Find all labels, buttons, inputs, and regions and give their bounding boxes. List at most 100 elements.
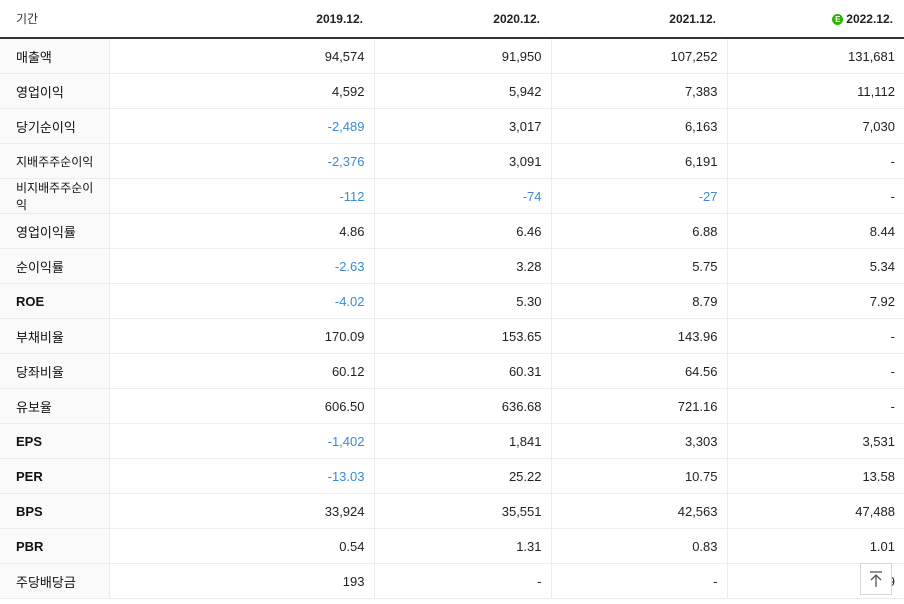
table-cell: -2,489 — [108, 108, 374, 144]
row-label: 당기순이익 — [0, 108, 109, 144]
row-label: PER — [0, 458, 109, 494]
table-cell: 107,252 — [550, 38, 727, 74]
cell-value: 33,924 — [324, 503, 365, 519]
table-cell: - — [726, 318, 904, 354]
cell-value: 4,592 — [331, 83, 365, 99]
period-label: 기간 — [0, 0, 109, 39]
cell-value: 5.75 — [692, 258, 718, 274]
table-cell: 606.50 — [108, 388, 374, 424]
cell-value: -13.03 — [327, 468, 365, 484]
cell-value: 7,030 — [862, 118, 895, 134]
table-row: 영업이익 4,592 5,942 7,383 11,112 — [0, 73, 904, 109]
row-label: 영업이익 — [0, 73, 109, 109]
table-cell: -13.03 — [108, 458, 374, 494]
cell-value: 6.88 — [692, 223, 718, 239]
cell-value: 170.09 — [324, 328, 365, 344]
table-row: 순이익률 -2.63 3.28 5.75 5.34 — [0, 248, 904, 284]
table-cell: 721.16 — [550, 388, 727, 424]
table-cell: 170.09 — [108, 318, 374, 354]
cell-value: 60.12 — [331, 363, 365, 379]
table-cell: - — [726, 353, 904, 389]
cell-value: 3,091 — [508, 153, 542, 169]
table-cell: 3,017 — [373, 108, 551, 144]
cell-value: 5.30 — [516, 293, 542, 309]
row-label: 유보율 — [0, 388, 109, 424]
arrow-up-to-top-icon — [870, 571, 882, 587]
table-cell: -1,402 — [108, 423, 374, 459]
cell-value: 8.44 — [869, 223, 895, 239]
scroll-to-top-button[interactable] — [860, 563, 892, 595]
cell-value: 47,488 — [855, 503, 895, 519]
table-cell: 13.58 — [726, 458, 904, 494]
cell-value: 3.28 — [516, 258, 542, 274]
table-row: 영업이익률 4.86 6.46 6.88 8.44 — [0, 213, 904, 249]
cell-value: 143.96 — [677, 328, 718, 344]
cell-value: 64.56 — [684, 363, 718, 379]
cell-value: 0.54 — [339, 538, 365, 554]
table-cell: 91,950 — [373, 38, 551, 74]
table-cell: 0.83 — [550, 528, 727, 564]
table-cell: - — [726, 143, 904, 179]
table-cell: 143.96 — [550, 318, 727, 354]
table-row: 당좌비율 60.12 60.31 64.56 - — [0, 353, 904, 389]
table-cell: 6,163 — [550, 108, 727, 144]
table-cell: 4,592 — [108, 73, 374, 109]
table-cell: 131,681 — [726, 38, 904, 74]
table-cell: 5.75 — [550, 248, 727, 284]
table-cell: 47,488 — [726, 493, 904, 529]
period-2022-estimate: E 2022.12. — [727, 0, 904, 39]
table-cell: 6.88 — [550, 213, 727, 249]
cell-value: 153.65 — [501, 328, 542, 344]
table-row: 유보율 606.50 636.68 721.16 - — [0, 388, 904, 424]
row-label: ROE — [0, 283, 109, 319]
cell-value: 13.58 — [862, 468, 895, 484]
cell-value: 3,531 — [862, 433, 895, 449]
cell-value: -2,489 — [327, 118, 365, 134]
table-cell: 64.56 — [550, 353, 727, 389]
cell-value: 8.79 — [692, 293, 718, 309]
cell-value: 5.34 — [869, 258, 895, 274]
cell-value: 7,383 — [684, 83, 718, 99]
table-cell: 1,841 — [373, 423, 551, 459]
table-cell: 5,942 — [373, 73, 551, 109]
table-row: 부채비율 170.09 153.65 143.96 - — [0, 318, 904, 354]
row-label: 비지배주주순이익 — [0, 178, 109, 214]
table-cell: 4.86 — [108, 213, 374, 249]
cell-value: - — [890, 363, 895, 379]
table-cell: - — [726, 388, 904, 424]
table-cell: - — [373, 563, 551, 599]
header-row: 기간 2019.12. 2020.12. 2021.12. E 2022.12. — [0, 0, 904, 39]
cell-value: 42,563 — [677, 503, 718, 519]
cell-value: -1,402 — [327, 433, 365, 449]
cell-value: 6,191 — [684, 153, 718, 169]
table-cell: 7.92 — [726, 283, 904, 319]
cell-value: 636.68 — [501, 398, 542, 414]
cell-value: 193 — [342, 573, 365, 589]
cell-value: 3,303 — [684, 433, 718, 449]
cell-value: 5,942 — [508, 83, 542, 99]
table-cell: 193 — [108, 563, 374, 599]
cell-value: 4.86 — [339, 223, 365, 239]
period-2021: 2021.12. — [551, 0, 727, 39]
cell-value: 3,017 — [508, 118, 542, 134]
estimate-badge-icon: E — [832, 13, 844, 25]
table-cell: 0.54 — [108, 528, 374, 564]
row-label: 영업이익률 — [0, 213, 109, 249]
table-cell: 1.01 — [726, 528, 904, 564]
table-row: 지배주주순이익 -2,376 3,091 6,191 - — [0, 143, 904, 179]
table-cell: 94,574 — [108, 38, 374, 74]
table-cell: -112 — [108, 178, 374, 214]
table-cell: 33,924 — [108, 493, 374, 529]
table-cell: 8.79 — [550, 283, 727, 319]
table-cell: 6,191 — [550, 143, 727, 179]
cell-value: 94,574 — [324, 48, 365, 64]
table-row: PBR 0.54 1.31 0.83 1.01 — [0, 528, 904, 564]
table-cell: 5.34 — [726, 248, 904, 284]
table-cell: 11,112 — [726, 73, 904, 109]
period-2022: 2022.12. — [846, 11, 893, 26]
period-2019: 2019.12. — [109, 0, 374, 39]
table-cell: -74 — [373, 178, 551, 214]
table-cell: 60.12 — [108, 353, 374, 389]
table-cell: 10.75 — [550, 458, 727, 494]
cell-value: - — [890, 398, 895, 414]
